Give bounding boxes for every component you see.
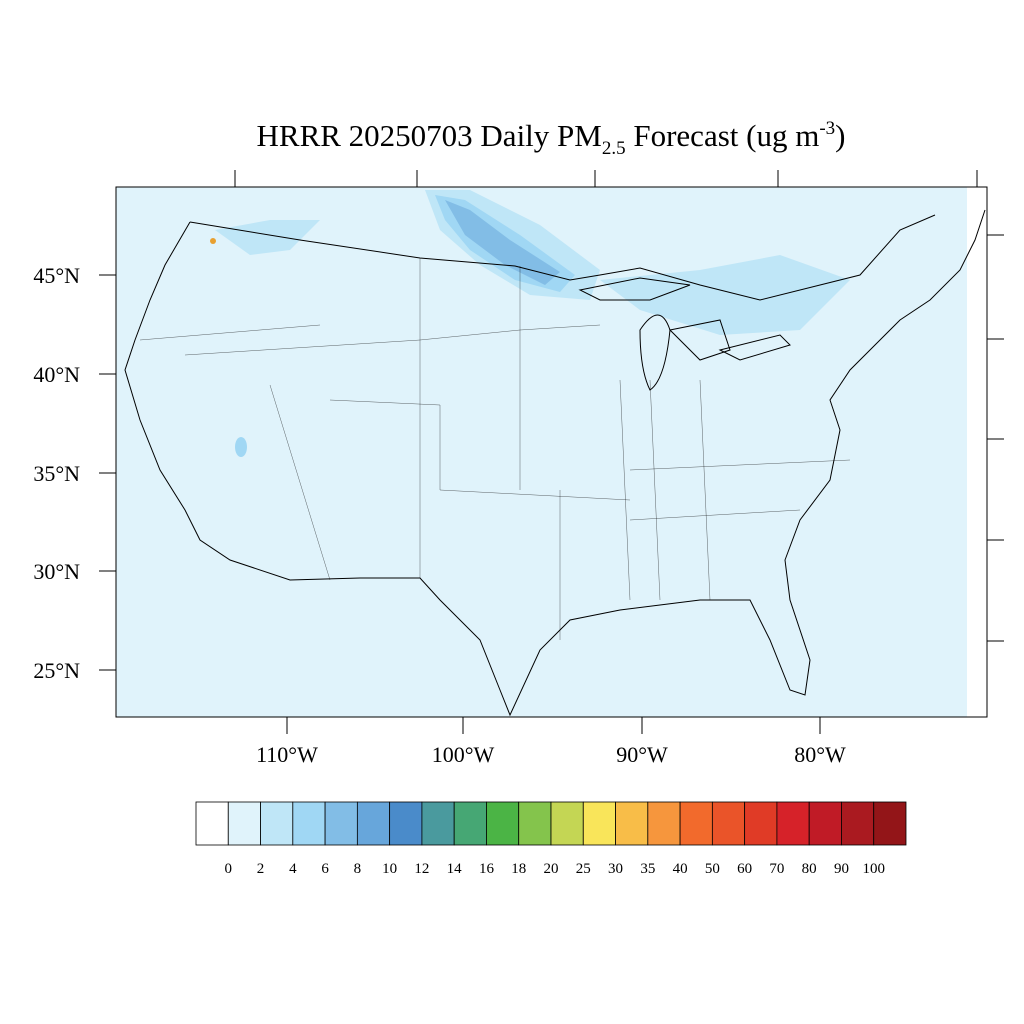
state-lines (139, 258, 851, 640)
axis-labels: 45°N 40°N 35°N 30°N 25°N 110°W 100°W 90°W 80°W (33, 263, 846, 767)
colorbar-box (518, 801, 552, 846)
latitude-label: 40°N (33, 362, 80, 387)
map-title: HRRR 20250703 Daily PM2.5 Forecast (ug m… (257, 118, 846, 159)
colorbar-label: 80 (802, 861, 817, 877)
colorbar-label: 30 (608, 861, 623, 877)
longitude-label: 80°W (794, 742, 846, 767)
latitude-label: 30°N (33, 559, 80, 584)
colorbar-box (647, 801, 681, 846)
colorbar-label: 6 (321, 861, 329, 877)
colorbar-box (711, 801, 746, 846)
colorbar-label: 70 (769, 861, 784, 877)
colorbar-box (227, 801, 261, 846)
colorbar-label: 20 (544, 861, 559, 877)
title-text: ) (835, 118, 845, 153)
colorbar-label: 35 (640, 861, 655, 877)
colorbar-label: 25 (576, 861, 591, 877)
colorbar-label: 4 (289, 861, 297, 877)
title-superscript: -3 (819, 118, 835, 139)
colorbar-label: 8 (354, 861, 362, 877)
colorbar-box (808, 801, 842, 846)
boundaries (124, 209, 986, 717)
colorbar-label: 50 (705, 861, 720, 877)
colorbar-label: 2 (257, 861, 265, 877)
latitude-label: 25°N (33, 658, 80, 683)
smoke-plumes (210, 190, 850, 457)
colorbar-box (195, 801, 229, 846)
map-frame (115, 186, 988, 718)
axis-ticks (99, 170, 1004, 734)
title-text: Forecast (ug m (626, 118, 820, 153)
colorbar-label: 18 (511, 861, 526, 877)
colorbar-box (873, 801, 907, 846)
colorbar-box (453, 801, 487, 846)
colorbar-box (486, 801, 520, 846)
latitude-label: 45°N (33, 263, 80, 288)
colorbar-box (356, 801, 391, 846)
title-text: HRRR 20250703 Daily PM (257, 118, 602, 153)
colorbar-box (389, 801, 423, 846)
colorbar-box (324, 801, 358, 846)
colorbar-label: 90 (834, 861, 849, 877)
title-subscript: 2.5 (602, 138, 626, 159)
colorbar-box (260, 801, 294, 846)
colorbar-label: 16 (479, 861, 495, 877)
latitude-label: 35°N (33, 461, 80, 486)
colorbar-label: 100 (862, 861, 885, 877)
colorbar-label: 40 (673, 861, 688, 877)
colorbar: 0 2 4 6 8 10 12 14 16 18 20 25 30 35 40 50 60 70 80 90 100 (195, 801, 907, 877)
longitude-label: 90°W (616, 742, 668, 767)
colorbar-box (744, 801, 778, 846)
longitude-label: 110°W (256, 742, 318, 767)
colorbar-label: 60 (737, 861, 752, 877)
longitude-label: 100°W (432, 742, 495, 767)
map-panel (99, 170, 1004, 734)
colorbar-box (679, 801, 713, 846)
colorbar-box (421, 801, 455, 846)
colorbar-box (615, 801, 649, 846)
colorbar-box (582, 801, 616, 846)
colorbar-label: 14 (447, 861, 463, 877)
colorbar-box (292, 801, 326, 846)
colorbar-box (776, 801, 810, 846)
colorbar-label: 0 (225, 861, 233, 877)
colorbar-box (550, 801, 584, 846)
colorbar-label: 12 (414, 861, 429, 877)
colorbar-box (841, 801, 875, 846)
colorbar-label: 10 (382, 861, 397, 877)
